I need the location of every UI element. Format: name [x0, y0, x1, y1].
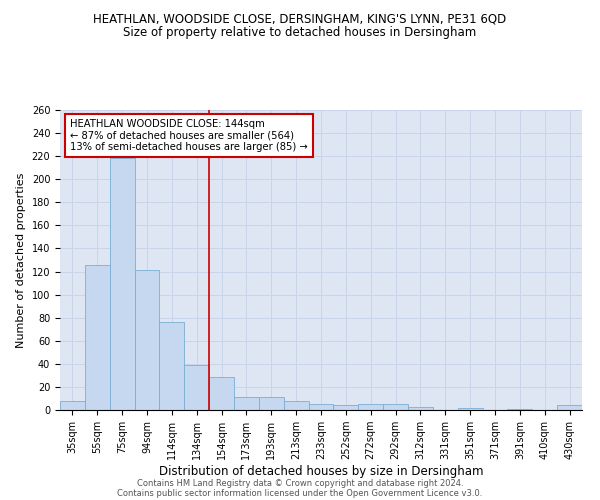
Bar: [358, 404, 383, 410]
Bar: [60, 401, 85, 410]
Bar: [209, 376, 234, 410]
Text: Contains public sector information licensed under the Open Government Licence v3: Contains public sector information licen…: [118, 488, 482, 498]
Text: HEATHLAN WOODSIDE CLOSE: 144sqm
← 87% of detached houses are smaller (564)
13% o: HEATHLAN WOODSIDE CLOSE: 144sqm ← 87% of…: [70, 119, 308, 152]
Y-axis label: Number of detached properties: Number of detached properties: [16, 172, 26, 348]
Bar: [284, 401, 308, 410]
Bar: [184, 365, 209, 410]
Text: HEATHLAN, WOODSIDE CLOSE, DERSINGHAM, KING'S LYNN, PE31 6QD: HEATHLAN, WOODSIDE CLOSE, DERSINGHAM, KI…: [94, 12, 506, 26]
X-axis label: Distribution of detached houses by size in Dersingham: Distribution of detached houses by size …: [159, 465, 483, 478]
Bar: [85, 264, 110, 410]
Bar: [308, 404, 334, 410]
Bar: [508, 409, 532, 410]
Bar: [110, 158, 134, 410]
Text: Contains HM Land Registry data © Crown copyright and database right 2024.: Contains HM Land Registry data © Crown c…: [137, 478, 463, 488]
Bar: [259, 398, 284, 410]
Bar: [234, 398, 259, 410]
Text: Size of property relative to detached houses in Dersingham: Size of property relative to detached ho…: [124, 26, 476, 39]
Bar: [160, 322, 184, 410]
Bar: [557, 406, 582, 410]
Bar: [334, 406, 358, 410]
Bar: [458, 408, 482, 410]
Bar: [134, 270, 160, 410]
Bar: [383, 404, 408, 410]
Bar: [408, 406, 433, 410]
